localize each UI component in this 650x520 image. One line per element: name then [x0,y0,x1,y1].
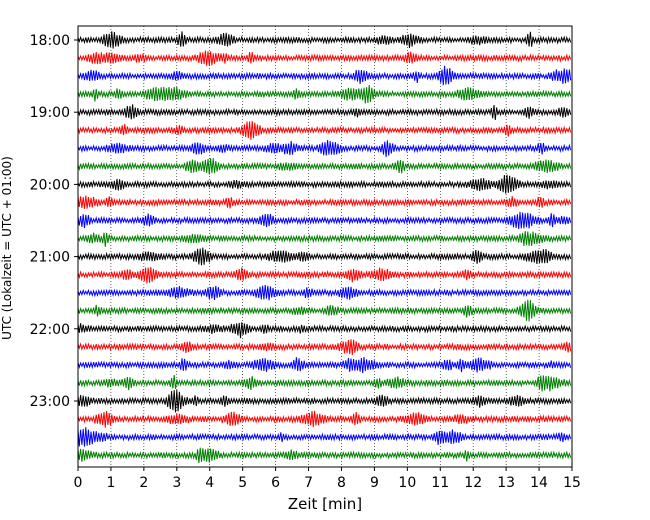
traces [77,31,572,464]
trace-2100 [77,247,572,266]
y-tick-label-4: 22:00 [30,322,70,338]
x-tick-label-5: 5 [238,475,247,491]
x-tick-label-3: 3 [172,475,181,491]
y-tick-label-5: 23:00 [30,394,70,410]
y-axis-label: UTC (Lokalzeit = UTC + 01:00) [0,156,14,340]
x-tick-label-12: 12 [464,475,482,491]
x-tick-label-8: 8 [337,475,346,491]
trace-2300 [77,389,572,413]
trace-2200 [77,322,572,339]
trace-1815 [77,50,572,66]
trace-1915 [77,120,572,140]
x-tick-label-15: 15 [563,475,581,491]
trace-1845 [77,84,572,104]
x-tick-label-14: 14 [530,475,548,491]
x-tick-label-7: 7 [304,475,313,491]
x-axis-label: Zeit [min] [288,495,362,513]
trace-1900 [77,104,572,121]
trace-2315 [77,410,572,428]
trace-2145 [77,299,572,322]
trace-2000 [77,174,572,194]
y-tick-label-0: 18:00 [30,33,70,49]
trace-2330 [77,427,572,447]
x-tick-label-0: 0 [74,475,83,491]
x-tick-label-4: 4 [205,475,214,491]
x-tick-label-13: 13 [497,475,515,491]
trace-1800 [77,31,572,49]
trace-2030 [77,211,572,230]
trace-1930 [77,140,572,158]
x-tick-label-10: 10 [398,475,416,491]
x-tick-label-9: 9 [370,475,379,491]
trace-2345 [77,447,572,464]
trace-1945 [77,158,572,175]
trace-2230 [77,356,572,374]
y-tick-label-1: 19:00 [30,105,70,121]
y-tick-label-3: 21:00 [30,250,70,266]
trace-2245 [77,374,572,392]
x-tick-label-11: 11 [431,475,449,491]
trace-2215 [77,339,572,355]
y-axis-ticks: 18:00 19:00 20:00 21:00 22:00 23:00 [30,33,78,410]
trace-1830 [77,65,572,86]
x-tick-label-1: 1 [106,475,115,491]
trace-2130 [77,284,572,301]
trace-2015 [77,195,572,209]
plot-frame [77,25,573,468]
x-tick-label-6: 6 [271,475,280,491]
y-tick-label-2: 20:00 [30,177,70,193]
trace-2045 [77,231,572,247]
x-axis-ticks: 0 1 2 3 4 5 6 7 8 9 10 11 12 13 14 15 [74,467,581,491]
x-tick-label-2: 2 [139,475,148,491]
trace-2115 [77,267,572,284]
